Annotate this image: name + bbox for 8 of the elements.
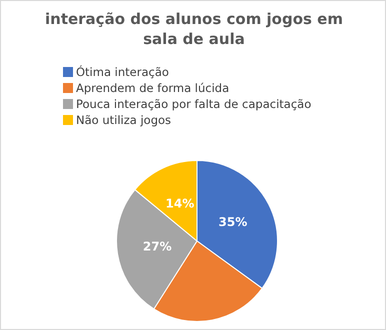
legend-label: Pouca interação por falta de capacitação [76, 97, 312, 111]
legend-label: Ótima interação [76, 65, 169, 79]
chart-title: interação dos alunos com jogos em sala de aula [44, 9, 344, 49]
data-label: 35% [218, 214, 248, 229]
legend-label: Aprendem de forma lúcida [76, 81, 230, 95]
data-label: 14% [165, 196, 194, 211]
legend-label: Não utiliza jogos [76, 113, 172, 127]
data-label: 27% [142, 239, 172, 254]
